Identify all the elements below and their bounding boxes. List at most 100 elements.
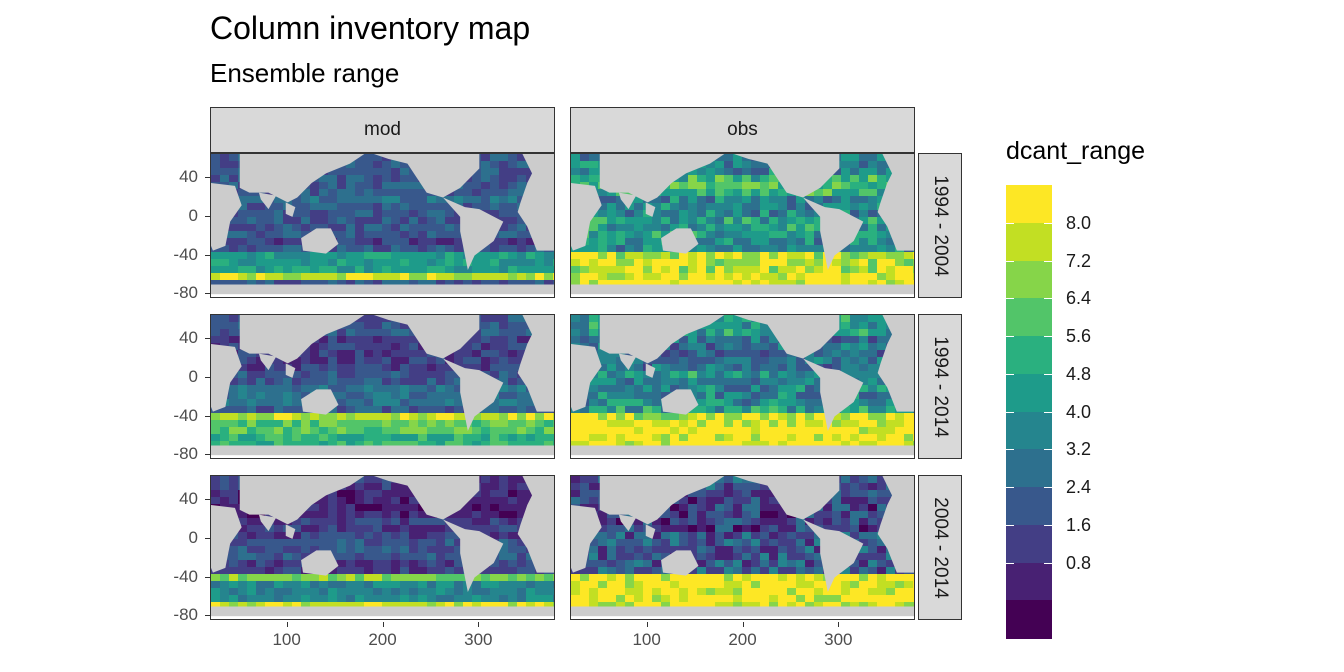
ocean-cell bbox=[742, 595, 752, 603]
ocean-cell bbox=[742, 189, 752, 197]
ocean-cell bbox=[580, 329, 590, 337]
ocean-cell bbox=[715, 546, 725, 554]
ocean-cell bbox=[508, 413, 518, 421]
ocean-cell bbox=[391, 434, 401, 442]
ocean-cell bbox=[274, 406, 284, 414]
ocean-cell bbox=[238, 266, 248, 274]
land-mass bbox=[211, 183, 242, 251]
ocean-cell bbox=[679, 378, 689, 386]
ocean-cell bbox=[841, 518, 851, 526]
ocean-cell bbox=[373, 357, 383, 365]
ocean-cell bbox=[508, 371, 518, 379]
ocean-cell bbox=[868, 371, 878, 379]
ocean-cell bbox=[256, 574, 266, 582]
ocean-cell bbox=[688, 217, 698, 225]
ocean-cell bbox=[382, 406, 392, 414]
ocean-cell bbox=[580, 273, 590, 281]
ocean-cell bbox=[760, 175, 770, 183]
ocean-cell bbox=[274, 196, 284, 204]
ocean-cell bbox=[229, 343, 239, 351]
ocean-cell bbox=[706, 399, 716, 407]
ocean-cell bbox=[265, 266, 275, 274]
ocean-cell bbox=[463, 280, 473, 288]
ocean-cell bbox=[391, 427, 401, 435]
ocean-cell bbox=[598, 252, 608, 260]
ocean-cell bbox=[616, 525, 626, 533]
ocean-cell bbox=[544, 588, 554, 596]
ocean-cell bbox=[328, 224, 338, 232]
ocean-cell bbox=[580, 175, 590, 183]
ocean-cell bbox=[877, 259, 887, 267]
ocean-cell bbox=[814, 553, 824, 561]
land-mass bbox=[442, 519, 504, 592]
ocean-cell bbox=[697, 182, 707, 190]
ocean-cell bbox=[697, 371, 707, 379]
ocean-cell bbox=[283, 273, 293, 281]
ocean-cell bbox=[229, 406, 239, 414]
ocean-cell bbox=[607, 231, 617, 239]
ocean-cell bbox=[328, 385, 338, 393]
ocean-cell bbox=[544, 273, 554, 281]
ocean-cell bbox=[661, 371, 671, 379]
ocean-cell bbox=[346, 560, 356, 568]
ocean-cell bbox=[391, 483, 401, 491]
ocean-cell bbox=[499, 413, 509, 421]
ocean-cell bbox=[679, 196, 689, 204]
ocean-cell bbox=[337, 581, 347, 589]
ocean-cell bbox=[589, 413, 599, 421]
ocean-cell bbox=[256, 217, 266, 225]
ocean-cell bbox=[760, 420, 770, 428]
ocean-cell bbox=[454, 427, 464, 435]
ocean-cell bbox=[787, 525, 797, 533]
ocean-cell bbox=[400, 434, 410, 442]
ocean-cell bbox=[634, 203, 644, 211]
ocean-cell bbox=[382, 427, 392, 435]
ocean-cell bbox=[247, 441, 257, 449]
ocean-cell bbox=[337, 511, 347, 519]
map-panel-obs-2004-2014 bbox=[570, 475, 915, 620]
ocean-cell bbox=[751, 399, 761, 407]
ocean-cell bbox=[328, 427, 338, 435]
ocean-cell bbox=[535, 259, 545, 267]
ocean-cell bbox=[841, 259, 851, 267]
ocean-cell bbox=[211, 441, 221, 449]
ocean-cell bbox=[247, 399, 257, 407]
ocean-cell bbox=[256, 553, 266, 561]
ocean-cell bbox=[337, 182, 347, 190]
ocean-cell bbox=[661, 217, 671, 225]
ocean-cell bbox=[211, 252, 221, 260]
ocean-cell bbox=[400, 504, 410, 512]
ocean-cell bbox=[373, 315, 383, 323]
ocean-cell bbox=[418, 217, 428, 225]
ocean-cell bbox=[742, 371, 752, 379]
ocean-cell bbox=[382, 392, 392, 400]
ocean-cell bbox=[742, 546, 752, 554]
ocean-cell bbox=[796, 231, 806, 239]
map-svg bbox=[571, 154, 914, 297]
ocean-cell bbox=[634, 588, 644, 596]
ocean-cell bbox=[364, 378, 374, 386]
ocean-cell bbox=[760, 588, 770, 596]
ocean-cell bbox=[436, 518, 446, 526]
ocean-cell bbox=[238, 217, 248, 225]
ocean-cell bbox=[319, 539, 329, 547]
ocean-cell bbox=[472, 196, 482, 204]
ocean-cell bbox=[868, 497, 878, 505]
ocean-cell bbox=[409, 238, 419, 246]
ocean-cell bbox=[661, 266, 671, 274]
ocean-cell bbox=[481, 364, 491, 372]
ocean-cell bbox=[706, 497, 716, 505]
ocean-cell bbox=[319, 378, 329, 386]
ocean-cell bbox=[697, 280, 707, 288]
facet-strip-row-1: 1994 - 2004 bbox=[918, 153, 962, 298]
ocean-cell bbox=[427, 406, 437, 414]
ocean-cell bbox=[697, 266, 707, 274]
ocean-cell bbox=[364, 210, 374, 218]
ocean-cell bbox=[805, 539, 815, 547]
ocean-cell bbox=[373, 602, 383, 610]
ocean-cell bbox=[868, 259, 878, 267]
ocean-cell bbox=[472, 280, 482, 288]
ocean-cell bbox=[706, 518, 716, 526]
ocean-cell bbox=[328, 588, 338, 596]
ocean-cell bbox=[301, 217, 311, 225]
